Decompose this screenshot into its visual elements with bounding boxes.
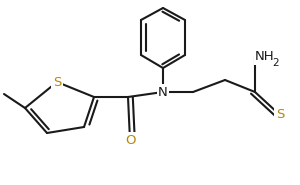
Text: O: O <box>125 134 135 147</box>
Text: NH: NH <box>255 51 274 63</box>
Text: S: S <box>53 75 61 88</box>
Text: S: S <box>276 108 284 122</box>
Text: 2: 2 <box>272 58 279 68</box>
Text: N: N <box>158 85 168 98</box>
